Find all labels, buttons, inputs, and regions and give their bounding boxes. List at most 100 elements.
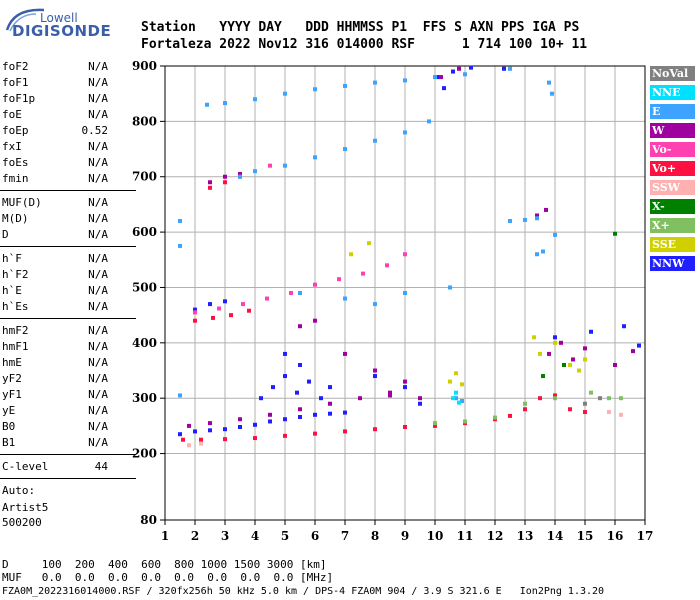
data-point-nnw xyxy=(418,401,422,406)
data-point-x- xyxy=(562,362,566,367)
param-value: N/A xyxy=(88,404,108,417)
x-tick-label: 1 xyxy=(161,529,169,543)
x-tick-label: 5 xyxy=(281,529,289,543)
data-point-nnw xyxy=(298,415,302,420)
data-point-vo+ xyxy=(208,185,212,190)
data-point-vo+ xyxy=(433,423,437,428)
data-point-nnw xyxy=(622,324,626,329)
data-point-sse xyxy=(577,368,581,373)
x-tick-label: 8 xyxy=(371,529,379,543)
data-point-nnw xyxy=(343,410,347,415)
param-value: N/A xyxy=(88,92,108,105)
y-tick-label: 300 xyxy=(132,391,157,405)
data-point-nne xyxy=(451,396,455,401)
param-row-fxI: fxI N/A xyxy=(2,140,108,154)
data-point-nnw xyxy=(295,390,299,395)
data-point-e xyxy=(535,252,539,257)
data-point-e xyxy=(373,138,377,143)
data-point-vo+ xyxy=(538,396,542,401)
data-point-x- xyxy=(613,231,617,236)
y-tick-label: 400 xyxy=(132,336,157,350)
data-point-sse xyxy=(349,252,353,257)
data-point-w xyxy=(208,421,212,426)
legend-item-vo-minus: Vo- xyxy=(650,142,695,157)
param-name: yE xyxy=(2,404,16,417)
data-point-e xyxy=(298,291,302,295)
param-divider xyxy=(0,190,136,191)
data-point-w xyxy=(187,423,191,428)
param-row-yF2: yF2 N/A xyxy=(2,372,108,386)
data-point-e xyxy=(178,243,182,248)
param-row-foF1: foF1 N/A xyxy=(2,76,108,90)
param-row-hE: h`E N/A xyxy=(2,284,108,298)
data-point-w xyxy=(373,368,377,373)
param-name: MUF(D) xyxy=(2,196,42,209)
footer-d-row: D 100 200 400 600 800 1000 1500 3000 [km… xyxy=(2,558,327,571)
data-point-e xyxy=(553,232,557,237)
logo-lowell: Lowell xyxy=(40,11,78,25)
legend-item-vo-plus: Vo+ xyxy=(650,161,695,176)
data-point-w xyxy=(298,324,302,329)
data-point-nnw xyxy=(259,396,263,401)
legend-item-e: E xyxy=(650,104,695,119)
data-point-nnw xyxy=(451,69,455,74)
data-point-e xyxy=(454,396,458,401)
data-point-nnw xyxy=(223,427,227,432)
data-point-e xyxy=(283,91,287,96)
data-point-e xyxy=(541,249,545,254)
data-point-nnw xyxy=(178,432,182,437)
data-point-nne xyxy=(457,400,461,405)
data-point-nnw xyxy=(502,66,506,71)
param-name: h`F2 xyxy=(2,268,29,281)
data-point-ssw xyxy=(619,412,623,417)
data-point-sse xyxy=(454,371,458,376)
data-point-vo- xyxy=(268,163,272,168)
data-point-nnw xyxy=(436,75,440,80)
data-point-sse xyxy=(460,382,464,387)
data-point-vo+ xyxy=(199,437,203,442)
data-point-nnw xyxy=(328,385,332,390)
data-point-nnw xyxy=(238,424,242,429)
data-point-vo+ xyxy=(229,313,233,318)
data-point-e xyxy=(550,91,554,96)
y-tick-label: 500 xyxy=(132,280,157,294)
data-point-nnw xyxy=(223,299,227,304)
data-point-w xyxy=(388,393,392,398)
data-point-w xyxy=(328,401,332,406)
data-point-nnw xyxy=(208,428,212,433)
data-point-vo- xyxy=(193,310,197,315)
param-value: N/A xyxy=(88,324,108,337)
data-point-w xyxy=(358,396,362,401)
param-name: h`E xyxy=(2,284,22,297)
data-point-nnw xyxy=(193,429,197,434)
auto-software: Artist5 xyxy=(2,501,49,514)
data-point-w xyxy=(403,379,407,384)
param-value: N/A xyxy=(88,372,108,385)
legend-item-noval: NoVal xyxy=(650,66,695,81)
data-point-x+ xyxy=(493,415,497,420)
param-name: B0 xyxy=(2,420,16,433)
data-point-nnw xyxy=(208,302,212,307)
data-point-nnw xyxy=(298,362,302,367)
param-value: N/A xyxy=(88,140,108,153)
param-name: hmE xyxy=(2,356,22,369)
data-point-nnw xyxy=(283,417,287,422)
param-value: N/A xyxy=(88,76,108,89)
param-value: N/A xyxy=(88,252,108,265)
data-point-nnw xyxy=(589,329,593,334)
param-row-md: M(D) N/A xyxy=(2,212,108,226)
x-tick-label: 2 xyxy=(191,529,199,543)
data-point-sse xyxy=(448,379,452,384)
param-value: N/A xyxy=(88,340,108,353)
data-point-vo+ xyxy=(553,393,557,398)
param-name: fxI xyxy=(2,140,22,153)
data-point-nnw xyxy=(253,422,257,427)
data-point-vo+ xyxy=(373,427,377,432)
data-point-x+ xyxy=(553,396,557,401)
y-tick-label: 600 xyxy=(132,225,157,239)
data-point-e xyxy=(547,80,551,85)
data-point-e xyxy=(463,72,467,77)
param-row-B0: B0 N/A xyxy=(2,420,108,434)
data-point-vo+ xyxy=(181,437,185,442)
data-point-sse xyxy=(367,241,371,246)
